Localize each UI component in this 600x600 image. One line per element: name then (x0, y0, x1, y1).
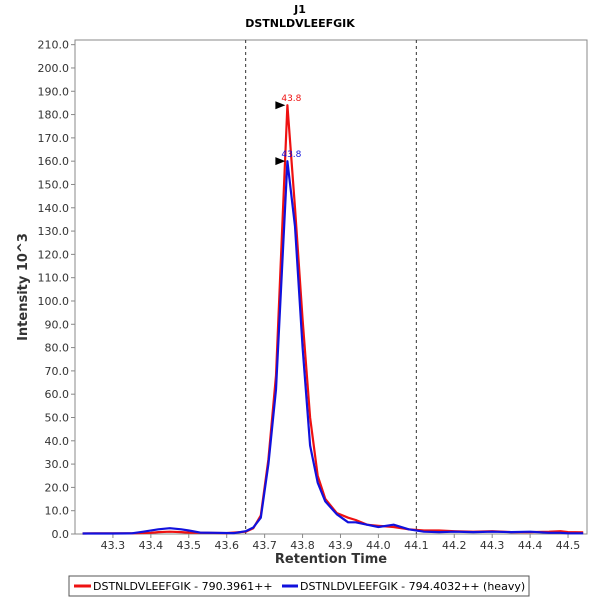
y-tick-label: 0.0 (52, 528, 70, 541)
x-tick-label: 44.2 (442, 539, 467, 552)
peak-label-light: 43.8 (281, 94, 301, 104)
legend-entry-heavy: DSTNLDVLEEFGIK - 794.4032++ (heavy) (300, 580, 525, 593)
peak-marker-arrow (275, 157, 286, 166)
y-tick-label: 180.0 (38, 109, 70, 122)
y-tick-label: 60.0 (45, 388, 70, 401)
series-layer (82, 104, 584, 535)
x-tick-label: 43.8 (290, 539, 315, 552)
y-tick-label: 160.0 (38, 155, 70, 168)
x-tick-label: 44.4 (518, 539, 543, 552)
y-tick-label: 140.0 (38, 202, 70, 215)
y-tick-label: 120.0 (38, 248, 70, 261)
y-tick-label: 30.0 (45, 458, 70, 471)
y-tick-label: 10.0 (45, 505, 70, 518)
x-tick-label: 43.4 (139, 539, 164, 552)
y-tick-label: 170.0 (38, 132, 70, 145)
x-tick-label: 44.0 (366, 539, 391, 552)
y-tick-label: 190.0 (38, 85, 70, 98)
peak-markers: 43.8 43.8 (275, 94, 302, 166)
legend-entry-light: DSTNLDVLEEFGIK - 790.3961++ (93, 580, 273, 593)
series-line-heavy (82, 160, 584, 535)
y-tick-label: 210.0 (38, 39, 70, 52)
x-axis: 43.3 43.4 43.5 43.6 43.7 43.8 43.9 44.0 44.1 44.2… (101, 534, 581, 552)
x-tick-label: 43.7 (252, 539, 277, 552)
y-tick-label: 110.0 (38, 272, 70, 285)
peak-marker-arrow (275, 101, 286, 110)
x-tick-label: 44.5 (556, 539, 581, 552)
y-tick-label: 130.0 (38, 225, 70, 238)
x-tick-label: 43.5 (177, 539, 202, 552)
x-tick-label: 43.9 (328, 539, 353, 552)
y-tick-label: 100.0 (38, 295, 70, 308)
x-tick-label: 44.3 (480, 539, 505, 552)
y-tick-label: 40.0 (45, 435, 70, 448)
y-tick-label: 150.0 (38, 178, 70, 191)
y-tick-label: 50.0 (45, 411, 70, 424)
legend-box (68, 575, 530, 597)
legend: DSTNLDVLEEFGIK - 790.3961++ DSTNLDVLEEFG… (68, 575, 530, 597)
chart-subtitle: DSTNLDVLEEFGIK (245, 17, 355, 30)
y-tick-label: 200.0 (38, 62, 70, 75)
peak-boundaries (245, 40, 417, 534)
chart-title: J1 (293, 3, 306, 16)
y-tick-label: 90.0 (45, 318, 70, 331)
y-tick-label: 20.0 (45, 481, 70, 494)
plot-area (74, 39, 588, 535)
x-tick-label: 44.1 (404, 539, 429, 552)
peak-label-heavy: 43.8 (281, 150, 301, 160)
y-tick-label: 70.0 (45, 365, 70, 378)
y-axis: 0.0 10.0 20.0 30.0 40.0 50.0 60.0 70.0 80.0 90.0 1… (38, 39, 75, 541)
x-tick-label: 43.6 (214, 539, 239, 552)
y-tick-label: 80.0 (45, 342, 70, 355)
x-axis-label: Retention Time (275, 552, 387, 567)
y-axis-label: Intensity 10^3 (16, 233, 31, 341)
x-tick-label: 43.3 (101, 539, 126, 552)
